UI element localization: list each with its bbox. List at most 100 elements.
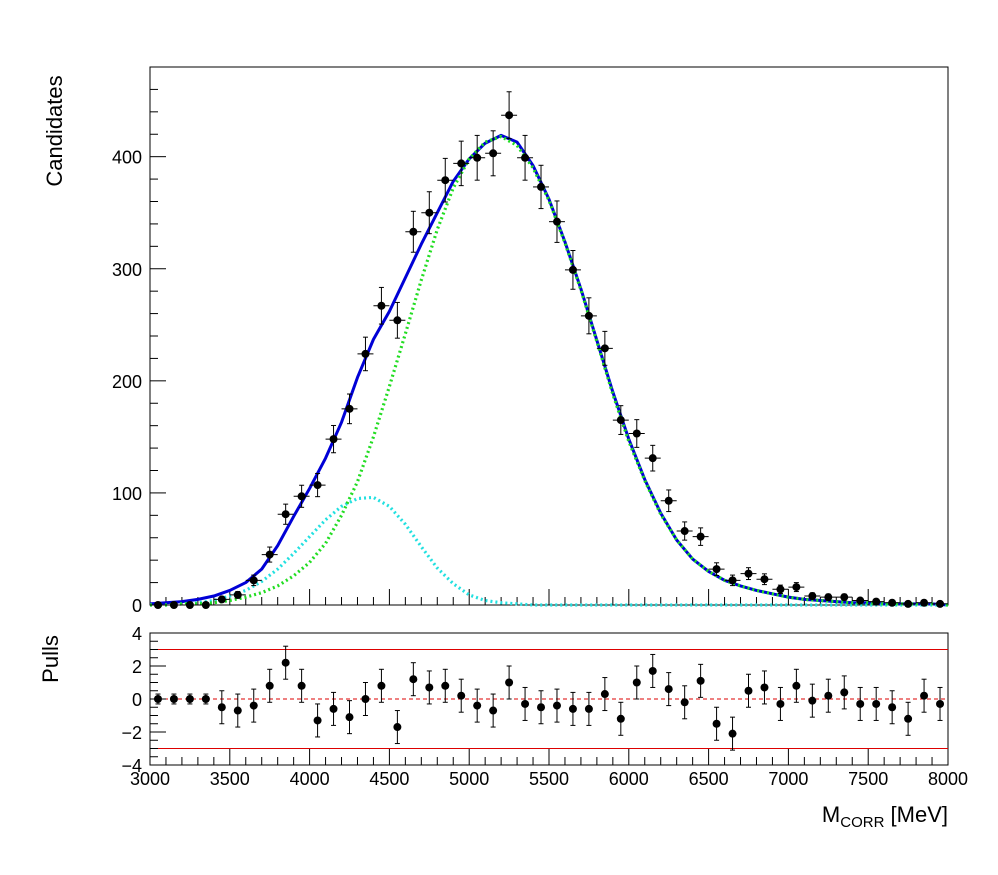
x-tick-label: 8000 [928, 769, 968, 789]
pulls-data-marker [888, 703, 897, 712]
pulls-data-marker [185, 695, 194, 703]
pulls-data-point [552, 688, 561, 723]
main-data-marker [377, 301, 386, 310]
main-data-marker [249, 576, 258, 585]
main-data-point [261, 546, 278, 563]
pulls-data-point [185, 693, 194, 705]
pulls-data-point [936, 686, 945, 721]
pulls-data-marker [584, 704, 593, 713]
pulls-data-point [776, 686, 785, 721]
pulls-data-marker [153, 695, 162, 703]
main-data-marker [281, 510, 290, 519]
pulls-data-point [393, 710, 402, 745]
pulls-data-marker [361, 695, 370, 703]
x-axis-label: MCORR [MeV] [822, 802, 948, 831]
pulls-data-marker [760, 683, 769, 692]
pulls-data-point [233, 693, 242, 728]
pulls-data-marker [872, 699, 881, 708]
main-data-point [580, 297, 597, 335]
pulls-data-marker [505, 678, 514, 687]
pulls-data-marker [680, 698, 689, 707]
pulls-data-point [217, 690, 226, 725]
pulls-data-marker [393, 723, 402, 732]
main-data-point [692, 527, 709, 546]
main-data-marker [552, 217, 561, 226]
pulls-data-point [648, 653, 657, 688]
pulls-data-marker [473, 701, 482, 710]
pulls-data-marker [489, 706, 498, 715]
main-data-marker [329, 435, 338, 444]
main-data-point [772, 584, 789, 595]
x-axis-label-subscript: CORR [840, 814, 884, 831]
main-data-marker [233, 590, 242, 599]
pulls-data-marker [233, 706, 242, 715]
pulls-data-point [872, 686, 881, 721]
x-tick-label: 7500 [848, 769, 888, 789]
main-data-point [437, 157, 454, 203]
pulls-data-point [441, 668, 450, 703]
pulls-data-marker [648, 666, 657, 675]
main-data-marker [760, 575, 769, 584]
main-data-point [405, 210, 422, 253]
pulls-data-marker [920, 691, 929, 700]
main-data-point [165, 601, 182, 609]
main-data-marker [904, 599, 913, 608]
pulls-data-marker [840, 688, 849, 697]
pulls-data-point [696, 663, 705, 698]
main-data-point [740, 567, 757, 581]
main-data-marker [584, 311, 593, 320]
x-tick-label: 6500 [689, 769, 729, 789]
main-data-point [150, 601, 166, 609]
main-data-point [453, 140, 470, 187]
pulls-data-marker [904, 714, 913, 723]
pulls-data-point [856, 686, 865, 721]
main-data-marker [313, 481, 322, 490]
pulls-data-marker [377, 681, 386, 690]
main-y-axis-label: Candidates [42, 75, 67, 186]
pulls-data-marker [744, 686, 753, 695]
pulls-data-point [297, 668, 306, 703]
main-data-marker [808, 592, 817, 601]
pulls-data-point [632, 665, 641, 700]
main-y-tick-label: 0 [132, 596, 142, 616]
x-tick-label: 3500 [210, 769, 250, 789]
main-data-point [868, 597, 885, 606]
main-data-point [564, 249, 581, 290]
main-data-marker [840, 593, 849, 602]
main-data-marker [441, 176, 450, 185]
pulls-data-point [425, 670, 434, 705]
main-data-point [724, 574, 741, 587]
main-data-marker [457, 159, 466, 168]
pulls-y-tick-label: 0 [132, 690, 142, 710]
pulls-y-tick-label: 4 [132, 624, 142, 644]
main-data-marker [521, 153, 530, 162]
fit-component-green-curve [150, 134, 949, 607]
x-tick-label: 4000 [290, 769, 330, 789]
main-data-point [756, 573, 773, 586]
main-data-marker [664, 496, 673, 505]
main-data-point [373, 286, 390, 325]
pulls-data-marker [201, 695, 210, 703]
pulls-data-point [473, 688, 482, 723]
main-data-marker [920, 598, 929, 607]
main-data-point [852, 596, 869, 605]
main-data-marker [217, 595, 226, 604]
main-data-point [788, 582, 805, 593]
main-data-point [229, 590, 246, 599]
main-data-point [676, 521, 693, 541]
main-data-marker [680, 527, 689, 536]
main-data-point [549, 200, 565, 243]
pulls-data-point [361, 682, 370, 716]
main-plot-frame [149, 66, 949, 606]
pulls-data-marker [265, 681, 274, 690]
pulls-data-point [345, 700, 354, 735]
pulls-data-marker [776, 699, 785, 708]
main-data-point [485, 130, 502, 177]
pulls-data-marker [936, 699, 945, 708]
main-data-marker [648, 454, 657, 463]
pulls-data-marker [329, 704, 338, 713]
main-data-point [197, 601, 214, 609]
main-data-point [357, 336, 374, 372]
main-data-marker [361, 349, 370, 358]
